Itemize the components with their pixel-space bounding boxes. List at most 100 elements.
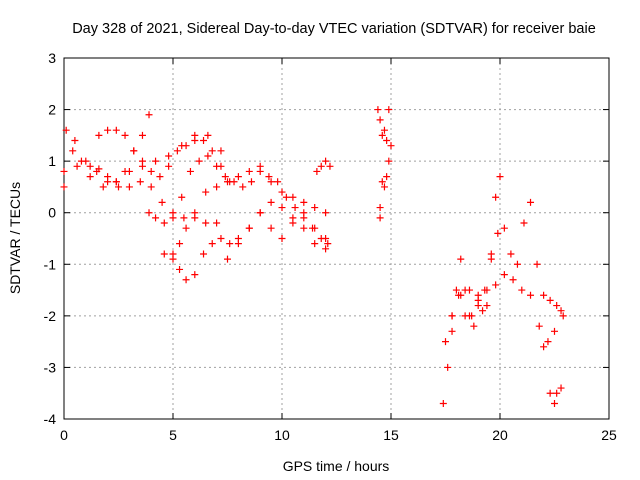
data-point: 5, -0.8 <box>169 250 177 258</box>
data-point: 5.4, 0.3 <box>178 193 186 201</box>
data-point: 9.8, 0.6 <box>274 178 282 186</box>
data-point: 19.3, -1.5 <box>481 286 489 294</box>
data-point: 8.6, 0.6 <box>247 178 255 186</box>
data-point: 3.9, 1.9 <box>145 111 153 119</box>
series-sat-a: 0, 0.50.4, 1.20.8, 11.2, 0.91.6, 0.852, … <box>60 111 153 191</box>
data-point: 4, 0.5 <box>147 183 155 191</box>
data-point: 12, -0.7 <box>322 245 330 253</box>
data-point: 5.6, 1.3 <box>182 142 190 150</box>
data-point: 4.6, -0.2 <box>160 219 168 227</box>
x-tick-label: 25 <box>601 427 617 443</box>
data-point: 20.2, -0.3 <box>500 224 508 232</box>
y-tick-label: 1 <box>48 153 56 169</box>
data-point: 14.6, 1.5 <box>378 131 386 139</box>
series-sat-f: 4.6, -0.85, -0.95.3, -1.15.6, -1.36, -1.… <box>160 198 330 284</box>
x-tick-label: 5 <box>169 427 177 443</box>
data-point: 12.2, 0.9 <box>326 162 334 170</box>
data-point: 7.2, -0.5 <box>217 235 225 242</box>
data-point: 21, -1.5 <box>518 286 526 294</box>
data-point: 8, -0.6 <box>234 240 242 248</box>
data-point: 11.5, 0.1 <box>311 204 319 212</box>
data-point: 4.4, 0.7 <box>156 173 164 181</box>
data-point: 5.3, -1.1 <box>176 265 184 273</box>
data-point: 20.8, -1 <box>513 260 521 268</box>
y-tick-labels: -4 -3 -2 -1 0 1 2 3 <box>44 50 57 427</box>
data-point: 11, -0.3 <box>300 224 308 232</box>
data-point: 20, 0.7 <box>496 173 504 181</box>
data-point: 22.5, -3.7 <box>551 400 558 408</box>
data-point: 21.8, -2.2 <box>535 322 543 330</box>
data-point: 20.2, -1.2 <box>500 271 508 279</box>
data-point: 22.6, -1.8 <box>553 302 561 310</box>
data-point: 4.5, 0.2 <box>158 198 166 206</box>
x-tick-labels: 0 5 10 15 20 25 <box>60 427 617 443</box>
data-point: 19, -1.6 <box>474 291 482 299</box>
data-point: 3.9, 0 <box>145 209 153 217</box>
data-point: 1, 1 <box>82 157 90 165</box>
data-point: 19.6, -0.8 <box>487 250 495 258</box>
data-point: 2.8, 1.5 <box>121 131 129 139</box>
data-point: 7, -0.2 <box>213 219 221 227</box>
x-axis-label: GPS time / hours <box>283 458 390 474</box>
data-point: 1.2, 0.9 <box>86 162 94 170</box>
data-point: 20.5, -0.8 <box>507 250 515 258</box>
data-point: 19.2, -1.9 <box>479 307 487 315</box>
plot-frame <box>63 57 610 420</box>
data-point: 9, 0 <box>256 209 264 217</box>
series-sat-h: 7.5, -0.98, -0.68.5, -0.39, 09.5, -0.310… <box>224 209 330 263</box>
data-point: 3.6, 1 <box>138 157 146 165</box>
x-tick-label: 20 <box>492 427 508 443</box>
y-tick-label: 3 <box>48 50 56 66</box>
y-tick-label: -2 <box>44 308 57 324</box>
data-point: 4.8, 0.9 <box>165 162 173 170</box>
series-sat-n: 22.3, -3.5 22.5, -3.7 22.6, -3.522.8, -3.4 <box>546 384 565 408</box>
y-axis-label: SDTVAR / TECUs <box>7 182 23 294</box>
data-point: 17.4, -3.7 <box>439 400 447 408</box>
data-point: 3.6, 1.5 <box>138 131 146 139</box>
axis-ticks <box>63 57 610 420</box>
data-point: 2.5, 0.5 <box>115 183 122 191</box>
data-point: 12, 0 <box>322 209 330 217</box>
y-tick-label: 2 <box>48 102 56 118</box>
y-tick-label: 0 <box>48 205 56 221</box>
data-point: 6.8, -0.6 <box>208 240 216 248</box>
data-point: 8.2, 0.5 <box>239 183 247 191</box>
data-point: 17.6, -3 <box>444 363 452 371</box>
data-point: 22, -1.6 <box>540 291 548 299</box>
data-point: 7.8, 0.6 <box>230 178 238 186</box>
data-point: 21.4, 0.2 <box>527 198 535 206</box>
data-point: 11.6, 0.8 <box>313 167 321 175</box>
data-point: 17.8, -2 <box>448 312 456 320</box>
data-point: 6.6, 1.5 <box>204 131 212 139</box>
data-point: 22.9, -2 <box>559 312 567 320</box>
data-point: 14.7, 0.5 <box>380 183 388 191</box>
data-point: 18.2, -1.6 <box>457 291 465 299</box>
data-point: 6.4, 1.4 <box>200 137 208 145</box>
data-point: 0.4, 1.2 <box>69 147 77 155</box>
data-point: 14.5, 0.1 <box>376 204 384 212</box>
data-point: 14.9, 1 <box>385 157 393 165</box>
data-point: 10, -0.5 <box>278 235 286 242</box>
data-point: 6.4, -0.8 <box>200 250 208 258</box>
series-sat-m: 17.8, -2 18.2, -1.618.6, -1.519, -1.619.4… <box>448 271 565 351</box>
data-point: 9.5, 0.2 <box>267 198 275 206</box>
data-point: 10.2, 0.3 <box>282 193 290 201</box>
data-point: 0.1, 1.6 <box>62 126 70 134</box>
series-sat-j: 14.4, 2 14.5, 1.8 14.6, 1.514.7, 1.6 14.8, … <box>374 106 395 222</box>
series-sat-d: 1.6, 1.52, 1.62.4, 1.62.8, 1.53.2, 1.23.… <box>95 126 234 186</box>
data-point: 18.7, -2 <box>468 312 476 320</box>
data-point: 18, -1.5 <box>452 286 460 294</box>
data-point: 1.2, 0.7 <box>86 173 94 181</box>
series-sat-b: 0.1, 1.60.5, 1.4 1, 11.5, 0.82, 0.62.5, 0… <box>62 126 221 227</box>
data-point: 1.6, 1.5 <box>95 131 103 139</box>
data-point: 18.8, -2.2 <box>470 322 478 330</box>
data-point: 22.5, -2.3 <box>551 327 558 335</box>
data-point: 9.5, -0.3 <box>267 224 275 232</box>
data-point: 12.1, -0.6 <box>324 240 332 248</box>
data-point: 2, 1.6 <box>104 126 112 134</box>
data-point: 20.6, -1.3 <box>509 276 517 284</box>
data-point: 7, 0.5 <box>213 183 221 191</box>
data-point: 7.2, 1.2 <box>217 147 225 155</box>
data-point: 18.4, -2 <box>461 312 469 320</box>
data-point: 11.5, -0.3 <box>311 224 319 232</box>
